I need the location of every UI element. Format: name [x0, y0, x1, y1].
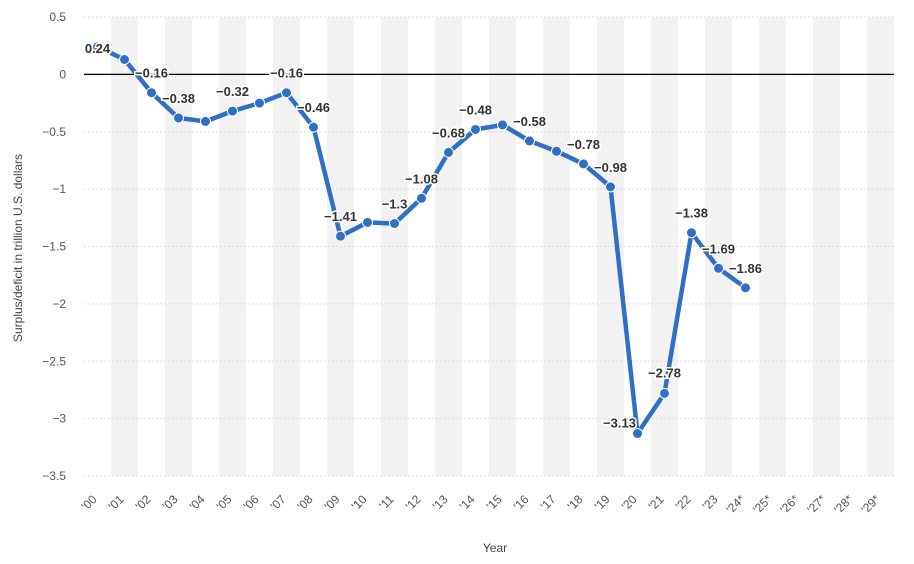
data-point [254, 97, 265, 109]
data-point [173, 112, 184, 124]
data-label: −0.58 [513, 114, 546, 129]
gridlines [84, 16, 894, 477]
x-tick-label: '01 [106, 492, 127, 513]
x-axis-title: Year [483, 541, 507, 555]
x-tick-label: '21 [646, 492, 667, 513]
y-tick-label: 0.5 [49, 10, 66, 24]
x-tick-label: '05 [214, 492, 235, 513]
x-tick-label: '28* [831, 492, 855, 516]
data-point [605, 181, 616, 193]
data-point [524, 135, 535, 147]
x-tick-label: '10 [349, 492, 370, 513]
y-tick-label: −1 [52, 182, 66, 196]
data-point [308, 121, 319, 133]
data-point [497, 119, 508, 131]
x-tick-label: '09 [322, 492, 343, 513]
data-point [335, 230, 346, 242]
data-label: −0.46 [297, 100, 330, 115]
data-point [200, 115, 211, 127]
data-label: −0.98 [594, 160, 627, 175]
data-label: −0.38 [162, 91, 195, 106]
x-tick-label: '23 [700, 492, 721, 513]
data-point [740, 282, 751, 294]
x-tick-label: '24* [723, 492, 747, 516]
y-tick-label: 0 [59, 67, 66, 81]
x-tick-label: '20 [619, 492, 640, 513]
data-label: −1.69 [702, 241, 735, 256]
x-tick-label: '19 [592, 492, 613, 513]
data-label: −0.78 [567, 137, 600, 152]
x-tick-label: '07 [268, 492, 289, 513]
y-tick-label: −2.5 [42, 354, 66, 368]
data-label: −1.08 [405, 171, 438, 186]
data-label: −1.38 [675, 206, 708, 221]
data-point [281, 87, 292, 99]
data-labels: 0.24 −0.16 −0.38 −0.32 −0.16 −0.46 −1.41 −1.3 −1… [83, 39, 763, 432]
data-point [659, 387, 670, 399]
x-tick-label: '17 [538, 492, 559, 513]
x-tick-label: '25* [750, 492, 774, 516]
x-tick-label: '16 [511, 492, 532, 513]
x-tick-label: '11 [376, 492, 397, 513]
data-point [416, 192, 427, 204]
data-point [227, 105, 238, 117]
y-axis-title: Surplus/deficit in trillion U.S. dollars [11, 154, 25, 342]
data-point [551, 145, 562, 157]
data-label: −0.32 [216, 84, 249, 99]
data-point [632, 428, 643, 440]
data-label: −0.68 [432, 125, 465, 140]
x-tick-label: '03 [160, 492, 181, 513]
data-point [362, 216, 373, 228]
data-label: −0.16 [135, 66, 168, 81]
x-tick-label: '27* [804, 492, 828, 516]
y-axis-ticks: 0.5 0 −0.5 −1 −1.5 −2 −2.5 −3 −3.5 [42, 10, 66, 483]
data-label: −1.41 [324, 209, 357, 224]
data-label: −1.86 [729, 261, 762, 276]
x-tick-label: '18 [565, 492, 586, 513]
data-point [470, 123, 481, 135]
x-tick-label: '08 [295, 492, 316, 513]
y-tick-label: −2 [52, 297, 66, 311]
x-tick-label: '12 [403, 492, 424, 513]
data-point [119, 53, 130, 65]
y-tick-label: −3 [52, 412, 66, 426]
data-point [578, 158, 589, 170]
data-label: −2.78 [648, 365, 681, 380]
data-label: −1.3 [382, 197, 408, 212]
x-tick-label: '00 [79, 492, 100, 513]
x-tick-label: '22 [673, 492, 694, 513]
data-points [92, 41, 751, 440]
data-point [443, 146, 454, 158]
x-tick-label: '26* [777, 492, 801, 516]
data-label: −3.13 [603, 416, 636, 431]
data-label: 0.24 [85, 41, 111, 56]
data-point [686, 227, 697, 239]
x-axis-ticks: '00 '01 '02 '03 '04 '05 '06 '07 '08 '09 '10 '11 '12 '… [79, 492, 883, 516]
data-point [146, 87, 157, 99]
y-tick-label: −0.5 [42, 125, 66, 139]
data-label: −0.48 [459, 102, 492, 117]
y-tick-label: −1.5 [42, 240, 66, 254]
x-tick-label: '02 [133, 492, 154, 513]
data-point [389, 218, 400, 230]
data-point [92, 41, 103, 53]
y-tick-label: −3.5 [42, 469, 66, 483]
data-label: −0.16 [270, 66, 303, 81]
x-tick-label: '14 [457, 492, 478, 513]
x-tick-label: '06 [241, 492, 262, 513]
x-tick-label: '04 [187, 492, 208, 513]
x-tick-label: '13 [430, 492, 451, 513]
data-point [713, 262, 724, 274]
x-tick-label: '15 [484, 492, 505, 513]
x-tick-label: '29* [858, 492, 882, 516]
